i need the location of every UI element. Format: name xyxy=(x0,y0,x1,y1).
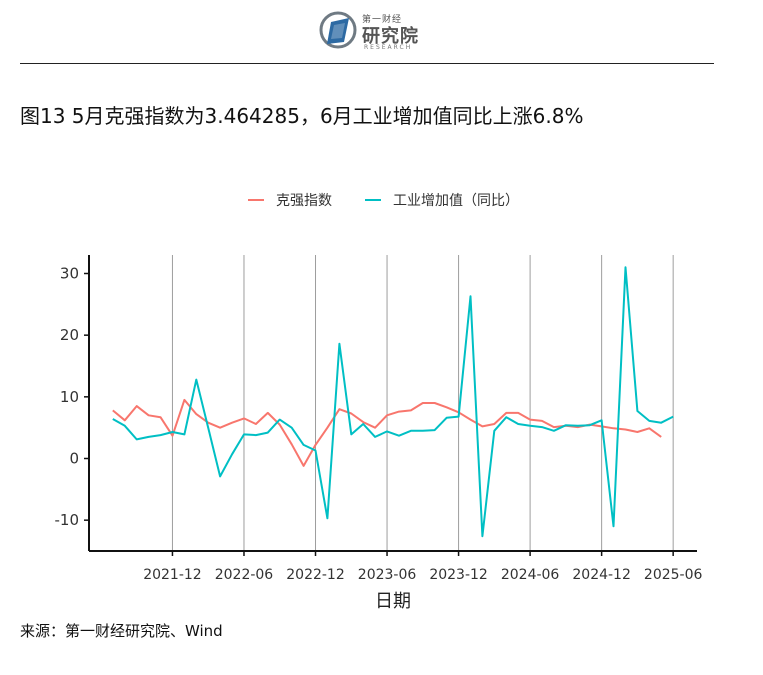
x-tick-label: 2025-06 xyxy=(644,567,703,583)
source-note: 来源：第一财经研究院、Wind xyxy=(20,622,223,640)
y-tick-label: 30 xyxy=(60,265,79,283)
y-tick-label: 0 xyxy=(69,450,79,468)
y-tick-label: -10 xyxy=(55,511,80,529)
series-line-industrial xyxy=(112,266,674,538)
legend-label-keqiang: 克强指数 xyxy=(276,193,332,209)
logo-english: RESEARCH xyxy=(364,44,413,51)
logo-small-text: 第一财经 xyxy=(362,15,403,25)
x-tick-label: 2022-06 xyxy=(215,567,274,583)
x-tick-label: 2023-06 xyxy=(358,567,417,583)
y-tick-label: 20 xyxy=(60,326,79,344)
x-axis-title: 日期 xyxy=(375,591,411,612)
logo-name: 研究院 xyxy=(362,26,419,47)
header-divider xyxy=(20,63,714,64)
logo: 第一财经 研究院 RESEARCH xyxy=(318,8,438,52)
y-tick-label: 10 xyxy=(60,388,79,406)
x-tick-label: 2022-12 xyxy=(286,567,345,583)
logo-emblem-icon xyxy=(319,11,357,49)
x-tick-label: 2024-06 xyxy=(501,567,560,583)
x-tick-label: 2023-12 xyxy=(429,567,488,583)
x-tick-label: 2024-12 xyxy=(572,567,631,583)
page-title: 图13 5月克强指数为3.464285，6月工业增加值同比上涨6.8% xyxy=(20,104,584,128)
legend-label-industrial: 工业增加值（同比） xyxy=(393,193,519,209)
x-tick-label: 2021-12 xyxy=(143,567,202,583)
